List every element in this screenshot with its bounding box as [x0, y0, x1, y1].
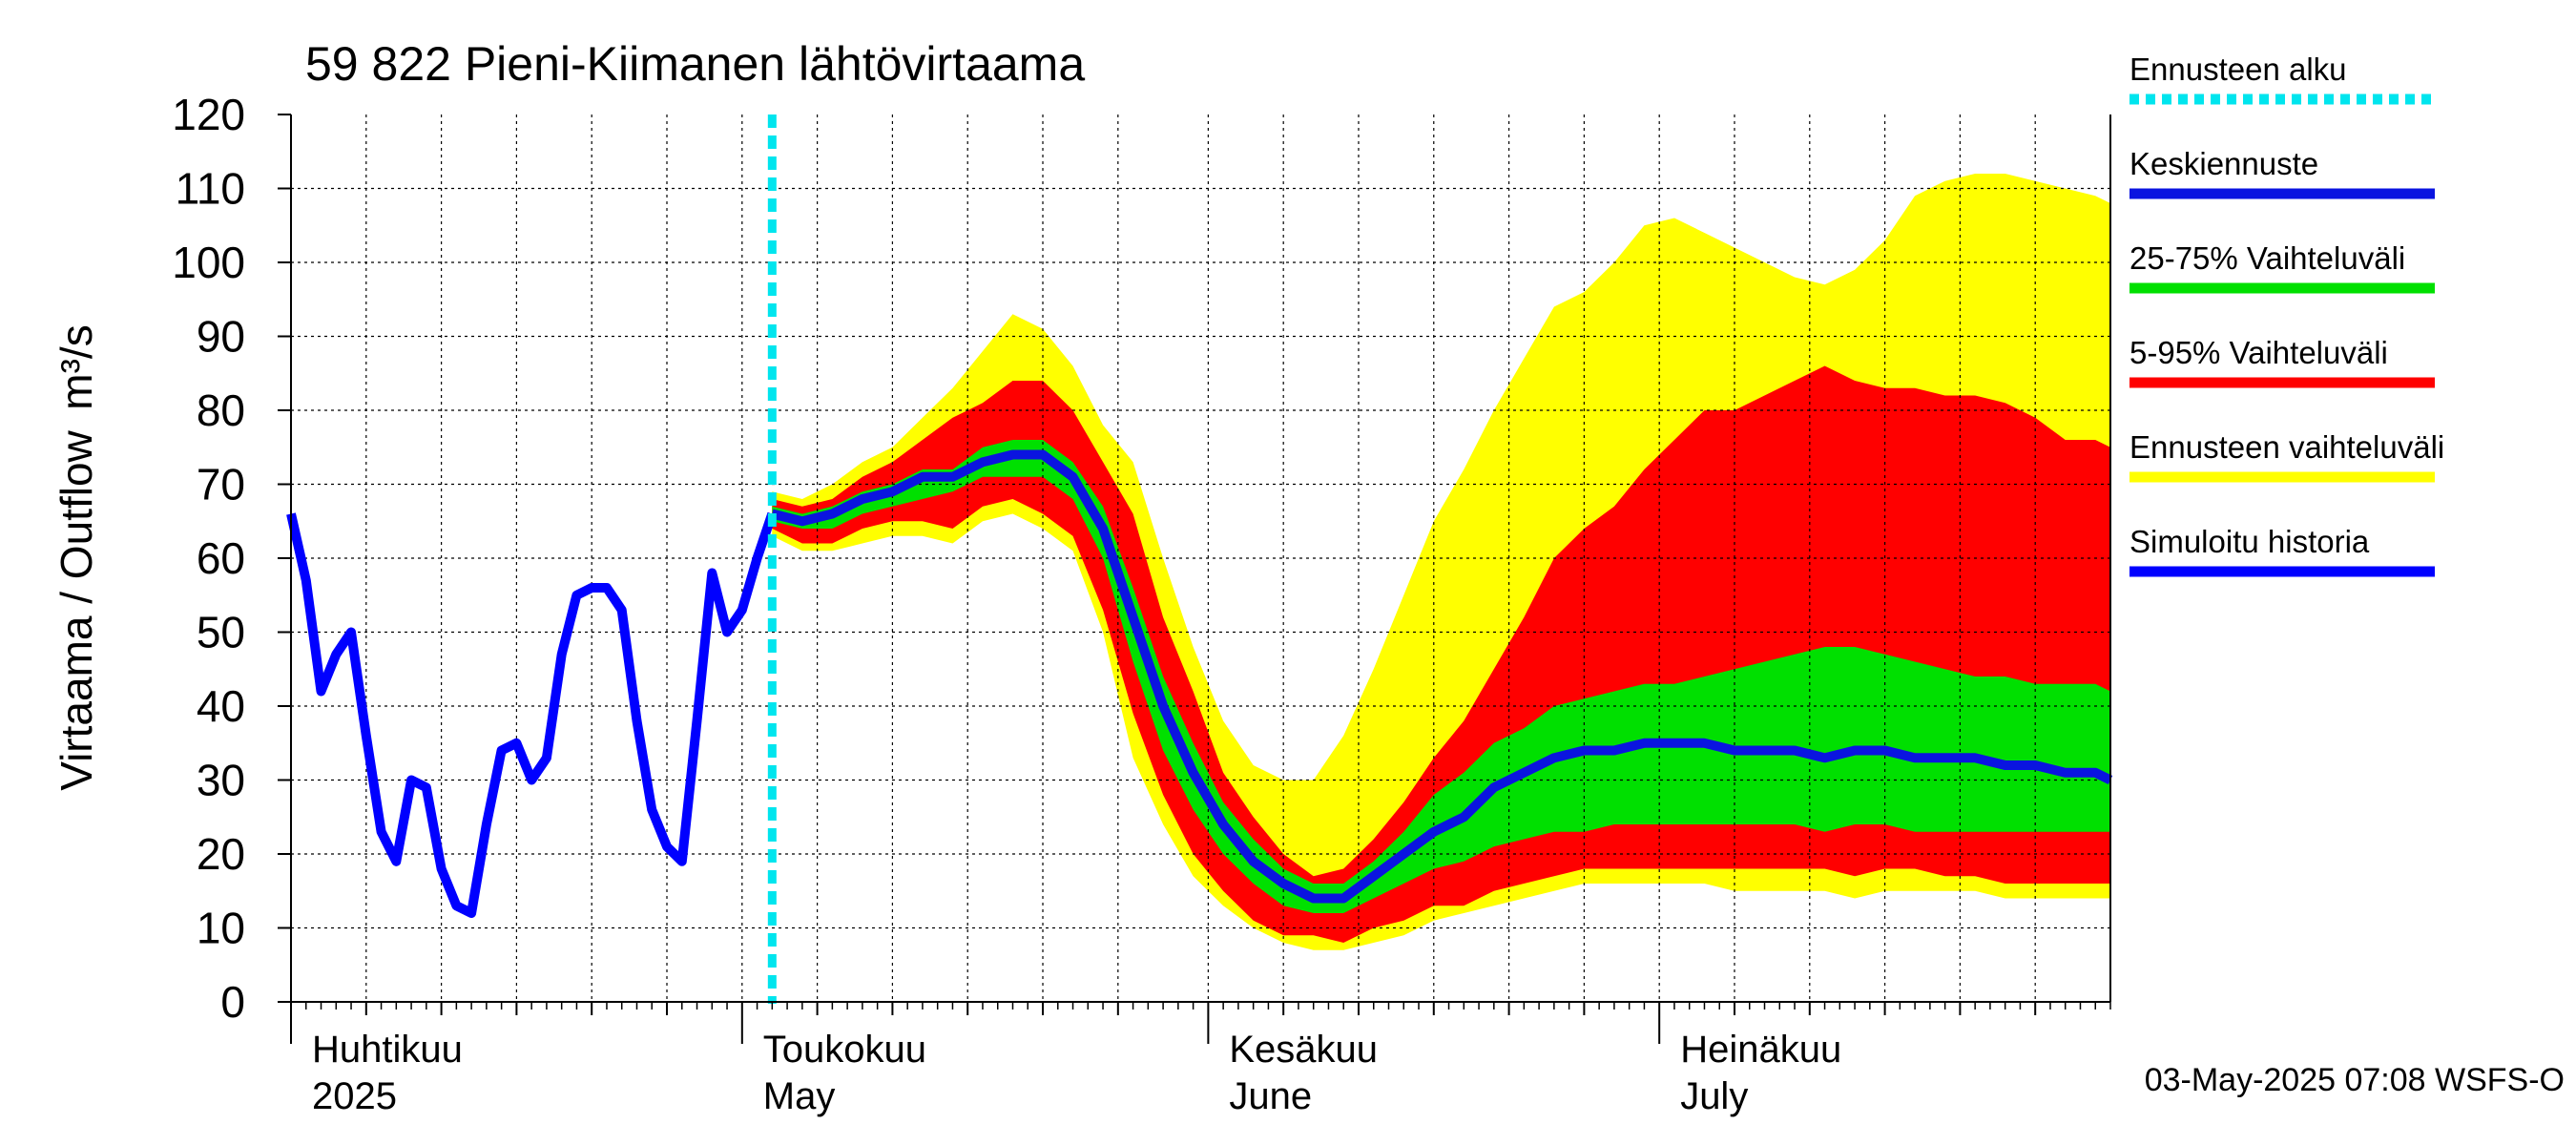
legend-label: Ennusteen vaihteluväli: [2129, 429, 2444, 465]
month-label-en: 2025: [312, 1075, 397, 1117]
legend-label: 25-75% Vaihteluväli: [2129, 240, 2405, 276]
y-tick-label: 100: [172, 238, 245, 287]
month-label: Toukokuu: [763, 1029, 926, 1071]
y-tick-label: 90: [197, 312, 245, 362]
legend-label: Ennusteen alku: [2129, 52, 2347, 87]
y-axis-label: Virtaama / Outflow: [52, 429, 101, 790]
y-tick-label: 40: [197, 681, 245, 731]
y-tick-label: 10: [197, 904, 245, 953]
y-tick-label: 60: [197, 533, 245, 583]
y-tick-label: 0: [220, 977, 245, 1027]
legend-label: Keskiennuste: [2129, 146, 2318, 181]
series-lines: [286, 114, 2113, 1004]
month-label: Kesäkuu: [1229, 1029, 1378, 1071]
y-axis-unit: m³/s: [52, 324, 101, 409]
month-label: Huhtikuu: [312, 1029, 463, 1071]
month-label: Heinäkuu: [1680, 1029, 1841, 1071]
legend: Ennusteen alku Keskiennuste 25-75% Vaihtel…: [2129, 52, 2444, 577]
month-label-en: June: [1229, 1075, 1312, 1117]
month-label-en: May: [763, 1075, 836, 1117]
y-tick-label: 70: [197, 460, 245, 510]
simulated-history-line: [286, 511, 778, 918]
y-tick-label: 120: [172, 90, 245, 139]
y-tick-label: 30: [197, 756, 245, 805]
grid-lines: [291, 114, 2110, 1002]
chart-title: 59 822 Pieni-Kiimanen lähtövirtaama: [305, 37, 1085, 91]
legend-label: 5-95% Vaihteluväli: [2129, 335, 2388, 370]
y-tick-label: 50: [197, 608, 245, 657]
legend-label: Simuloitu historia: [2129, 524, 2370, 559]
y-tick-label: 110: [176, 164, 245, 214]
median-forecast-line: [771, 449, 2113, 904]
month-label-en: July: [1680, 1075, 1748, 1117]
axes: 0 10 20 30 40 50 60 70 80 90 100 110 120 Huhtikuu2025…: [172, 90, 2111, 1117]
timestamp-label: 03-May-2025 07:08 WSFS-O: [2145, 1062, 2565, 1098]
y-tick-label: 80: [197, 385, 245, 435]
y-tick-label: 20: [197, 829, 245, 879]
